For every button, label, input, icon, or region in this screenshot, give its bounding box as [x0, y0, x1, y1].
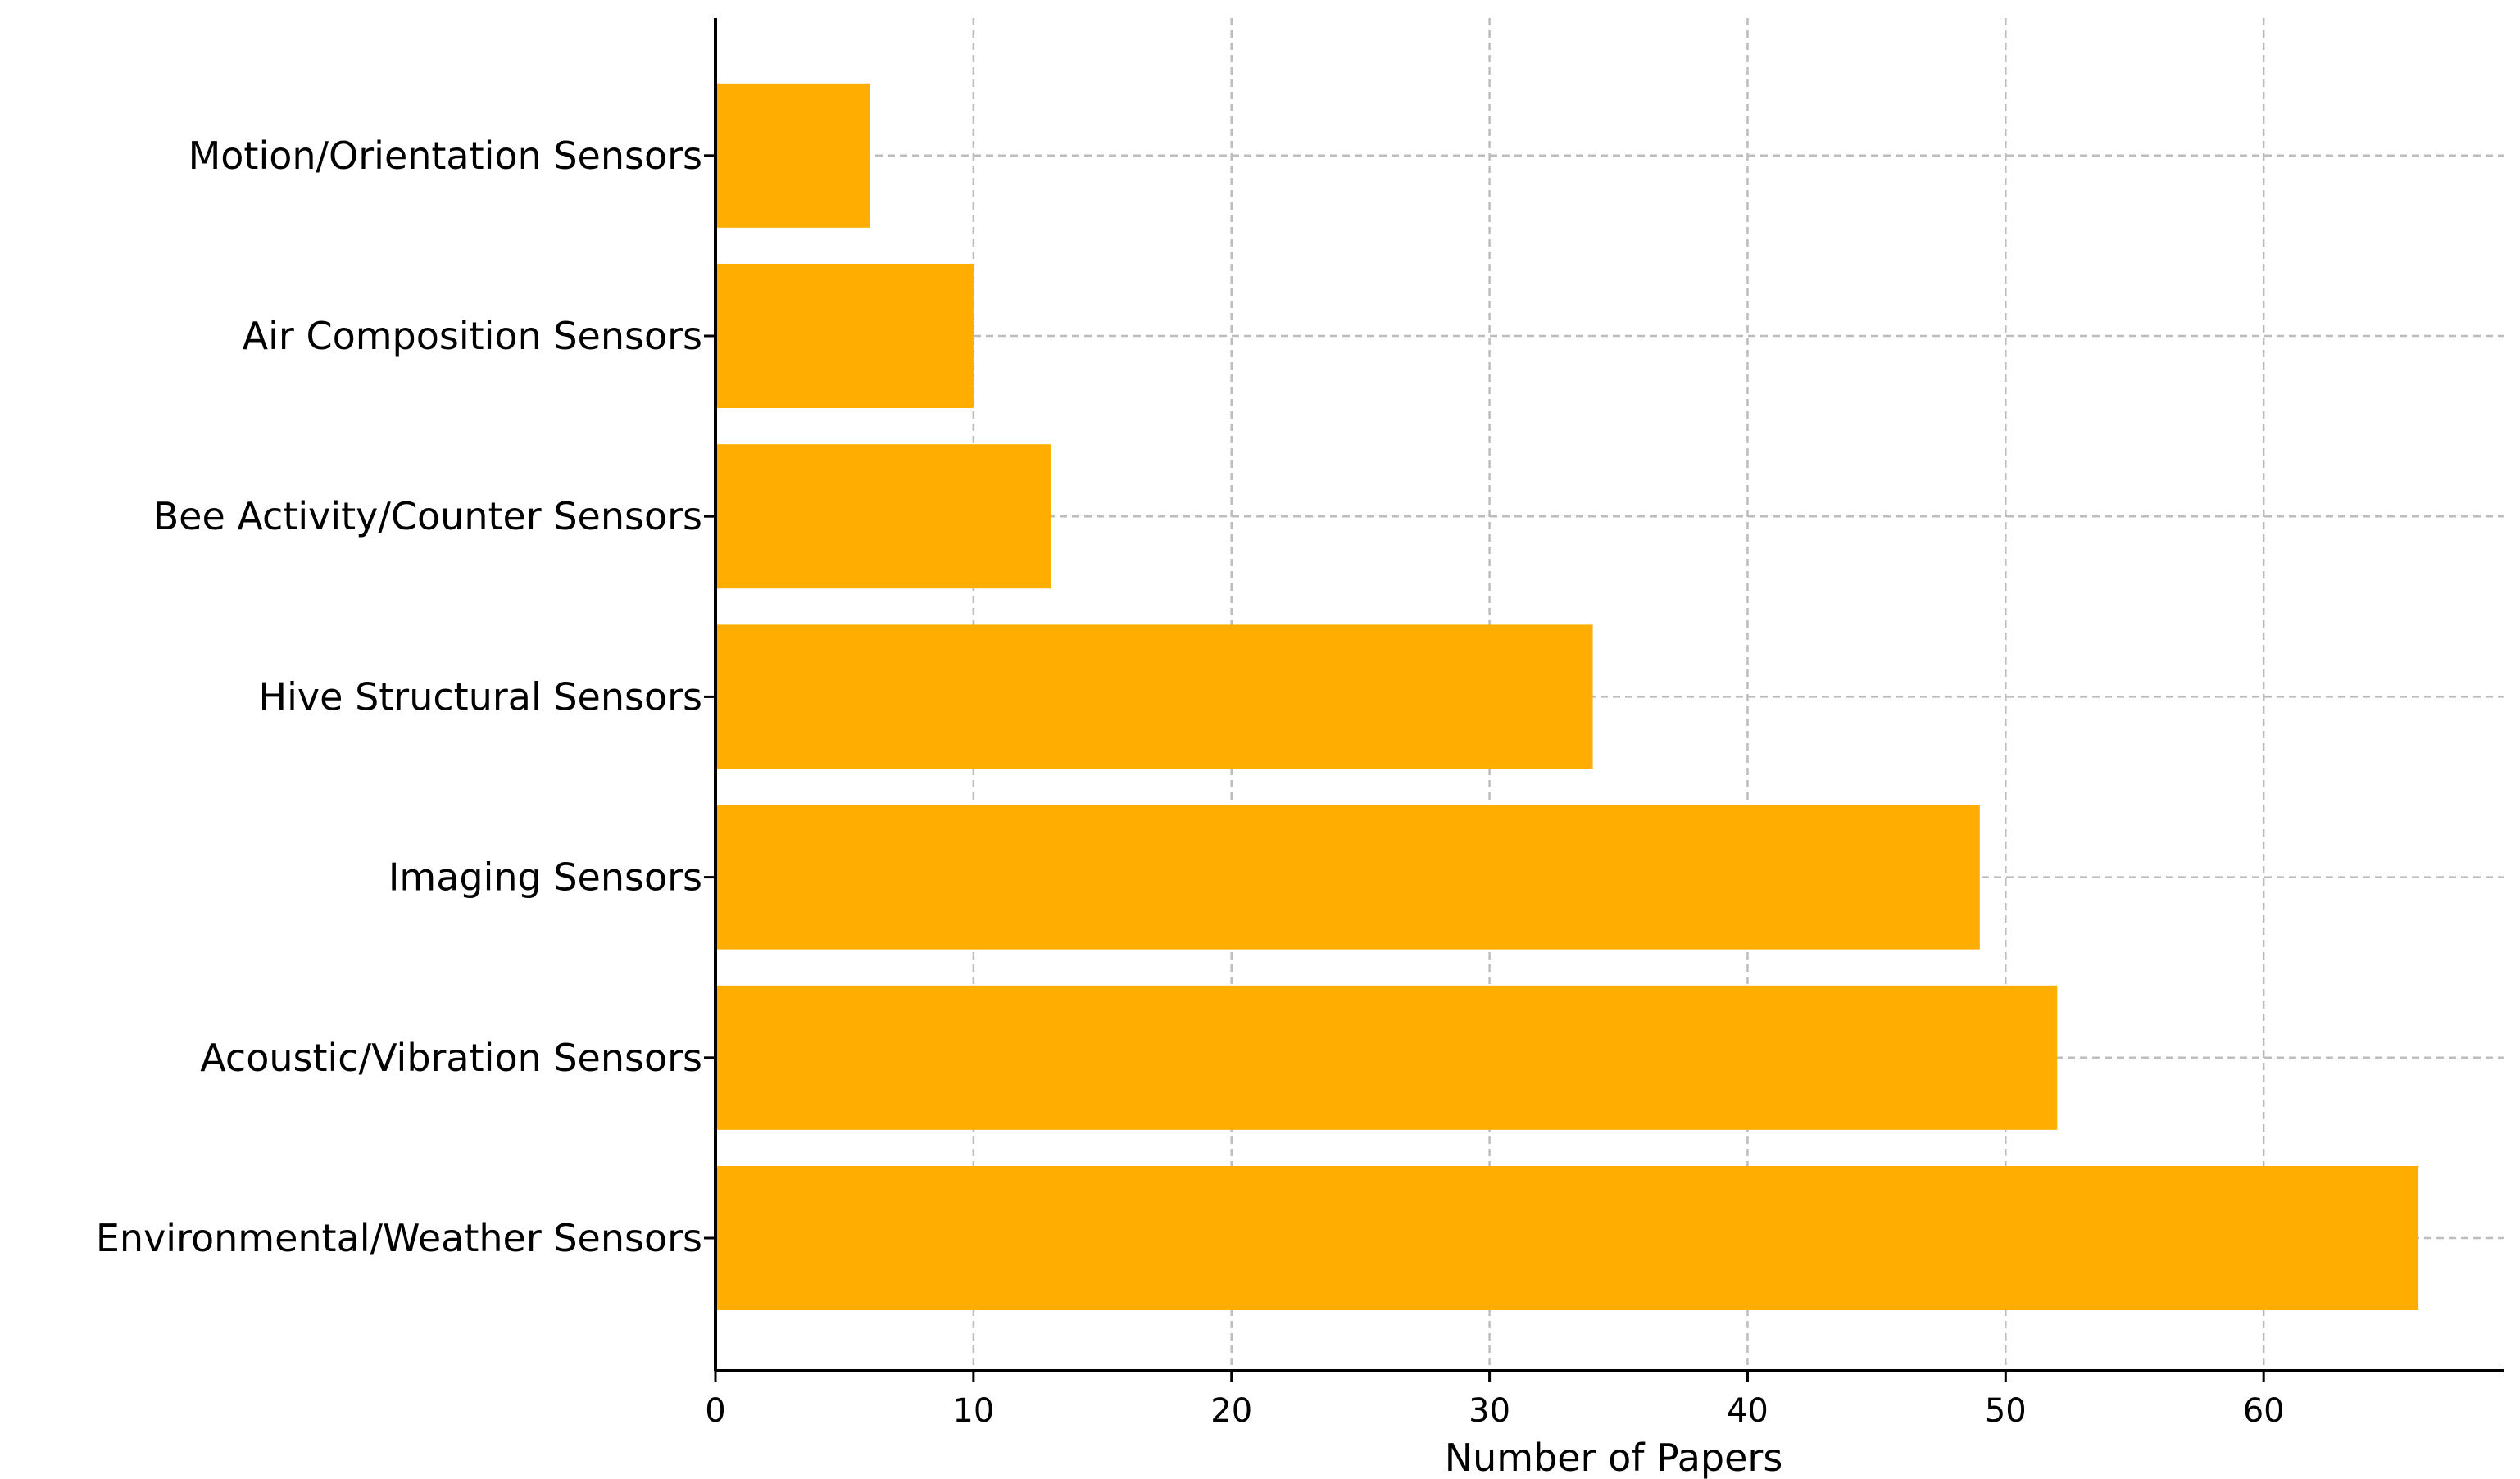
x-tick-label: 10: [952, 1392, 994, 1430]
x-tick-label: 50: [1985, 1392, 2027, 1430]
category-label: Imaging Sensors: [388, 855, 702, 900]
category-label: Hive Structural Sensors: [259, 674, 702, 719]
x-tick-label: 0: [705, 1392, 725, 1430]
category-label: Air Composition Sensors: [243, 314, 702, 358]
x-ticks: 0 10 20 30 40 50 60: [705, 1371, 2285, 1430]
x-axis-title: Number of Papers: [1445, 1436, 1783, 1479]
y-ticks: Environmental/Weather Sensors Acoustic/Vi…: [96, 134, 715, 1260]
bar: [715, 264, 974, 408]
bar: [715, 444, 1051, 589]
bar: [715, 624, 1593, 769]
x-tick-label: 20: [1210, 1392, 1252, 1430]
axes: [714, 18, 2504, 1372]
bar: [715, 83, 870, 228]
bars: [715, 83, 2419, 1310]
category-label: Bee Activity/Counter Sensors: [153, 494, 702, 538]
category-label: Environmental/Weather Sensors: [96, 1216, 702, 1260]
x-tick-label: 30: [1469, 1392, 1510, 1430]
bar: [715, 805, 1980, 950]
x-tick-label: 60: [2243, 1392, 2285, 1430]
bar: [715, 1166, 2419, 1310]
category-label: Acoustic/Vibration Sensors: [200, 1036, 702, 1080]
bar: [715, 985, 2058, 1130]
x-tick-label: 40: [1727, 1392, 1769, 1430]
category-label: Motion/Orientation Sensors: [188, 134, 702, 178]
